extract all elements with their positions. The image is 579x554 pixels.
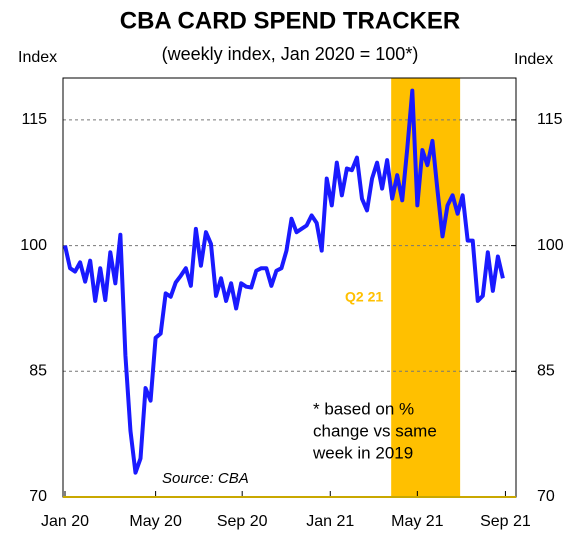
- y2-tick-label: 70: [537, 488, 555, 505]
- y2-axis-label: Index: [514, 51, 553, 68]
- y-tick-label: 85: [29, 363, 47, 380]
- annotation: change vs same: [313, 421, 437, 440]
- x-tick-label: Jan 20: [41, 513, 89, 530]
- annotation: week in 2019: [312, 443, 413, 462]
- y-tick-label: 100: [20, 237, 47, 254]
- y2-tick-label: 85: [537, 363, 555, 380]
- y-tick-label: 70: [29, 488, 47, 505]
- annotation: * based on %: [313, 399, 414, 418]
- y2-tick-label: 100: [537, 237, 564, 254]
- y-tick-label: 115: [21, 111, 47, 128]
- data-line: [63, 88, 505, 475]
- x-tick-label: May 21: [391, 513, 444, 530]
- chart-title: CBA CARD SPEND TRACKER: [120, 7, 460, 34]
- x-tick-label: Jan 21: [306, 513, 354, 530]
- x-tick-label: Sep 21: [480, 513, 531, 530]
- chart-subtitle: (weekly index, Jan 2020 = 100*): [162, 44, 419, 64]
- y2-tick-label: 115: [537, 111, 563, 128]
- shaded-band: [391, 78, 461, 497]
- x-tick-label: Sep 20: [217, 513, 268, 530]
- x-tick-label: May 20: [129, 513, 182, 530]
- y-axis-label: Index: [18, 49, 57, 66]
- source: Source: CBA: [162, 470, 249, 487]
- shaded-label: Q2 21: [345, 289, 383, 305]
